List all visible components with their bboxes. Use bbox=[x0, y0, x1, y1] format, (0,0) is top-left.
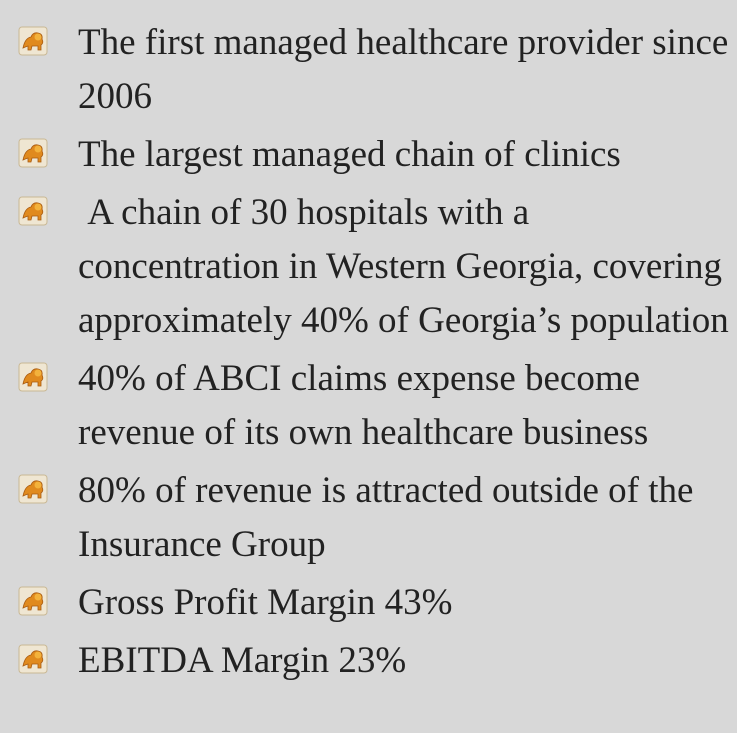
bullet-text: EBITDA Margin 23% bbox=[78, 640, 407, 681]
bullet-icon bbox=[18, 474, 48, 504]
bullet-list: The first managed healthcare provider si… bbox=[0, 16, 737, 688]
bullet-text: The largest managed chain of clinics bbox=[78, 134, 621, 175]
bullet-icon bbox=[18, 362, 48, 392]
bullet-text: Gross Profit Margin 43% bbox=[78, 582, 453, 623]
bullet-icon bbox=[18, 26, 48, 56]
bullet-text: A chain of 30 hospitals with a concentra… bbox=[78, 192, 732, 341]
bullet-item: 40% of ABCI claims expense become revenu… bbox=[0, 352, 737, 460]
bullet-icon bbox=[18, 586, 48, 616]
bullet-item: 80% of revenue is attracted outside of t… bbox=[0, 464, 737, 572]
bullet-item: A chain of 30 hospitals with a concentra… bbox=[0, 186, 737, 348]
bullet-icon bbox=[18, 644, 48, 674]
bullet-item: Gross Profit Margin 43% bbox=[0, 576, 737, 630]
bullet-text: The first managed healthcare provider si… bbox=[78, 22, 737, 117]
bullet-icon bbox=[18, 138, 48, 168]
bullet-item: EBITDA Margin 23% bbox=[0, 634, 737, 688]
bullet-icon bbox=[18, 196, 48, 226]
bullet-text: 40% of ABCI claims expense become revenu… bbox=[78, 358, 650, 453]
bullet-item: The first managed healthcare provider si… bbox=[0, 16, 737, 124]
bullet-text: 80% of revenue is attracted outside of t… bbox=[78, 470, 703, 565]
bullet-item: The largest managed chain of clinics bbox=[0, 128, 737, 182]
